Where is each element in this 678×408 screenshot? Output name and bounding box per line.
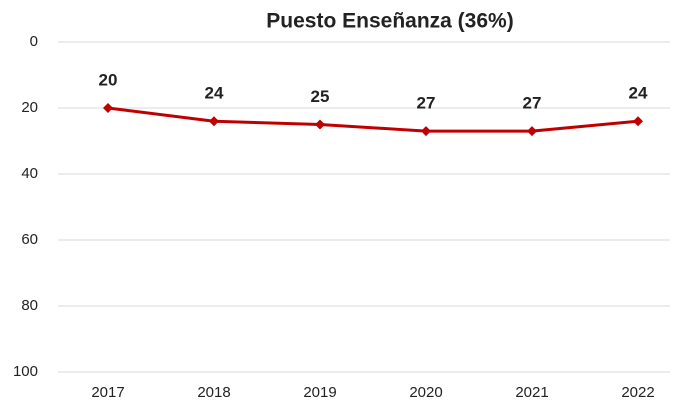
x-tick-label: 2020 [409, 384, 442, 401]
chart-title: Puesto Enseñanza (36%) [266, 10, 513, 33]
y-tick-label: 60 [21, 231, 38, 248]
x-tick-label: 2022 [621, 384, 654, 401]
marker [103, 103, 113, 113]
y-tick-label: 100 [13, 363, 38, 380]
data-label: 24 [205, 84, 224, 103]
data-label: 27 [417, 94, 436, 113]
x-tick-label: 2019 [303, 384, 336, 401]
marker [209, 116, 219, 127]
data-label: 24 [629, 84, 648, 103]
y-tick-label: 0 [30, 33, 38, 50]
data-label: 27 [523, 94, 542, 113]
x-tick-label: 2017 [91, 384, 124, 401]
line [107, 106, 639, 133]
marker [633, 116, 643, 127]
marker [421, 126, 431, 137]
marker [527, 126, 537, 137]
y-tick-label: 20 [21, 99, 38, 116]
y-tick-label: 80 [21, 297, 38, 314]
marker [315, 119, 325, 130]
x-tick-label: 2021 [515, 384, 548, 401]
data-label: 20 [99, 70, 118, 89]
x-tick-label: 2018 [197, 384, 230, 401]
y-tick-label: 40 [21, 165, 38, 182]
data-label: 25 [311, 87, 330, 106]
